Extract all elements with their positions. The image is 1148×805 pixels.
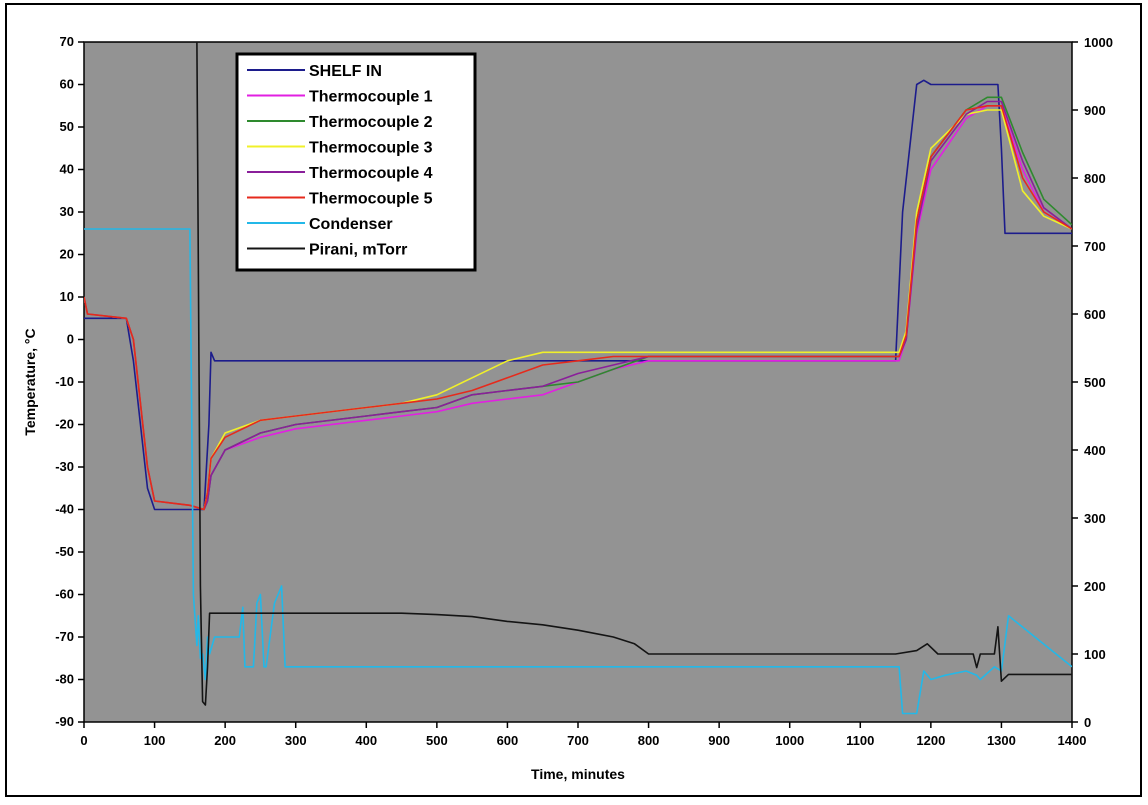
y2-tick-label: 200 — [1084, 579, 1106, 594]
y-axis-title: Temperature, °C — [22, 328, 38, 435]
legend-label: SHELF IN — [309, 63, 382, 80]
x-tick-label: 500 — [426, 733, 448, 748]
x-tick-label: 900 — [708, 733, 730, 748]
x-axis-title: Time, minutes — [531, 766, 625, 782]
y2-tick-label: 400 — [1084, 443, 1106, 458]
y-tick-label: -60 — [55, 587, 74, 602]
legend-box — [235, 52, 477, 272]
series-line-5 — [84, 105, 1072, 511]
y2-tick-label: 900 — [1084, 103, 1106, 118]
x-tick-label: 1400 — [1058, 733, 1087, 748]
y-tick-label: -10 — [55, 374, 74, 389]
y2-tick-label: 300 — [1084, 511, 1106, 526]
x-tick-label: 600 — [497, 733, 519, 748]
y-tick-label: 40 — [60, 162, 74, 177]
series-line-7 — [84, 42, 1072, 706]
x-tick-label: 700 — [567, 733, 589, 748]
y-tick-label: 60 — [60, 77, 74, 92]
series-layer — [84, 42, 1072, 715]
y2-tick-label: 600 — [1084, 307, 1106, 322]
y-tick-label: -30 — [55, 459, 74, 474]
x-tick-label: 800 — [638, 733, 660, 748]
y-tick-label: -90 — [55, 714, 74, 729]
legend-label: Thermocouple 3 — [309, 140, 433, 157]
x-tick-label: 1200 — [916, 733, 945, 748]
legend-label: Thermocouple 2 — [309, 114, 433, 131]
x-tick-label: 1300 — [987, 733, 1016, 748]
y-tick-label: 20 — [60, 247, 74, 262]
y-tick-label: -50 — [55, 544, 74, 559]
y-tick-label: -70 — [55, 629, 74, 644]
y2-tick-label: 100 — [1084, 647, 1106, 662]
x-tick-label: 300 — [285, 733, 307, 748]
legend-label: Pirani, mTorr — [309, 242, 407, 259]
x-tick-label: 1000 — [775, 733, 804, 748]
y-tick-label: -20 — [55, 417, 74, 432]
y-tick-label: 10 — [60, 289, 74, 304]
x-tick-label: 100 — [144, 733, 166, 748]
legend-label: Thermocouple 4 — [309, 165, 433, 182]
legend-label: Thermocouple 1 — [309, 89, 433, 106]
y-tick-label: 70 — [60, 34, 74, 49]
x-tick-label: 0 — [80, 733, 87, 748]
legend-label: Thermocouple 5 — [309, 191, 433, 208]
y2-tick-label: 500 — [1084, 375, 1106, 390]
legend: SHELF IN Thermocouple 1 Thermocouple 2 Ther… — [235, 52, 477, 272]
x-tick-label: 1100 — [846, 733, 874, 748]
y2-tick-label: 800 — [1084, 171, 1106, 186]
y-tick-label: 30 — [60, 204, 74, 219]
y-tick-label: -40 — [55, 502, 74, 517]
y2-tick-label: 700 — [1084, 239, 1106, 254]
y2-tick-label: 1000 — [1084, 35, 1113, 50]
y-tick-label: 0 — [67, 332, 74, 347]
x-tick-label: 400 — [355, 733, 377, 748]
axes-layer: 706050403020100-10-20-30-40-50-60-70-80-… — [55, 34, 1113, 748]
y-tick-label: 50 — [60, 119, 74, 134]
y-tick-label: -80 — [55, 672, 74, 687]
y2-tick-label: 0 — [1084, 715, 1091, 730]
x-tick-label: 200 — [214, 733, 236, 748]
legend-label: Condenser — [309, 216, 393, 233]
